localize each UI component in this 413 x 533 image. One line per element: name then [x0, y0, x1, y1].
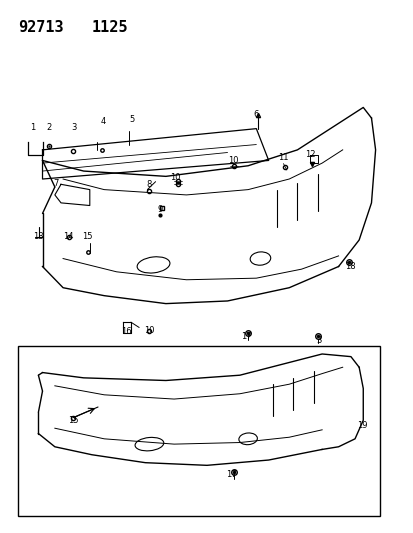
Text: 9: 9 — [157, 205, 162, 214]
Text: 92713: 92713 — [18, 20, 63, 35]
Text: 1: 1 — [30, 123, 35, 132]
Text: 17: 17 — [226, 470, 236, 479]
Text: 10: 10 — [170, 173, 180, 182]
Text: 4: 4 — [100, 117, 106, 126]
Text: 19: 19 — [356, 421, 367, 430]
Text: 5: 5 — [129, 115, 134, 124]
Text: 3: 3 — [71, 123, 77, 132]
Text: 15: 15 — [81, 232, 92, 241]
Text: 14: 14 — [63, 232, 74, 241]
Text: 16: 16 — [121, 327, 132, 336]
Text: 1125: 1125 — [92, 20, 128, 35]
Text: 3: 3 — [316, 336, 321, 345]
Text: 10: 10 — [228, 156, 238, 165]
Text: 6: 6 — [253, 110, 259, 119]
Text: 11: 11 — [277, 154, 287, 163]
Text: 8: 8 — [146, 180, 152, 189]
FancyBboxPatch shape — [18, 346, 379, 516]
Text: 18: 18 — [344, 262, 354, 271]
Text: 15: 15 — [68, 416, 78, 425]
Text: 7: 7 — [53, 179, 58, 188]
Text: 2: 2 — [46, 123, 51, 132]
Text: 13: 13 — [33, 232, 44, 241]
Text: 12: 12 — [305, 150, 315, 159]
Text: 10: 10 — [144, 326, 154, 335]
Text: 17: 17 — [240, 332, 251, 341]
